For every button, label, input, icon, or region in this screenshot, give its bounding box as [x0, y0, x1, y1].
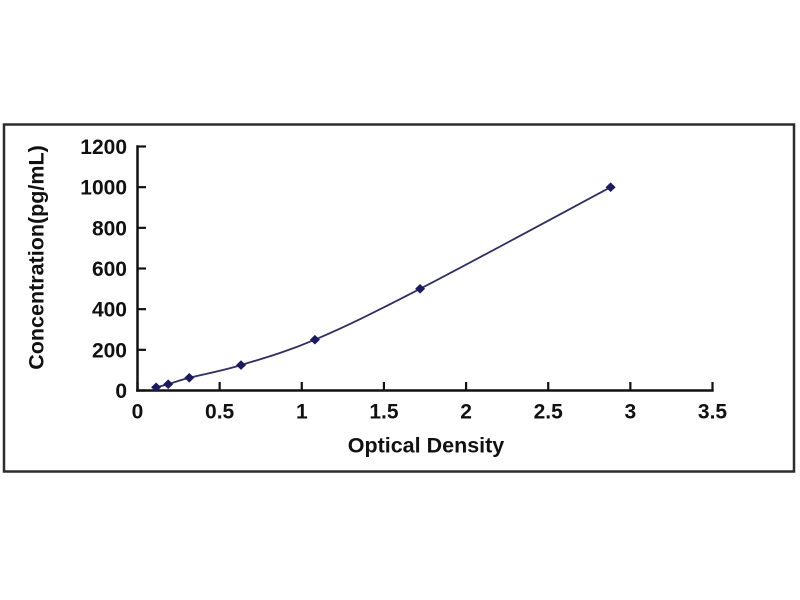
plot-frame — [2, 123, 796, 473]
data-point-marker — [236, 360, 246, 370]
data-point-marker — [415, 284, 426, 294]
x-axis-title: Optical Density — [348, 434, 505, 458]
x-tick-label: 1 — [296, 401, 308, 424]
x-tick-label: 3.5 — [698, 401, 728, 424]
y-tick-label: 600 — [92, 258, 127, 281]
y-axis-title: Concentration(pg/mL) — [25, 145, 49, 370]
series-layer — [151, 182, 616, 393]
data-point-marker — [163, 379, 174, 389]
axes-layer: 0 0.5 1 1.5 2 2.5 3 3.5 0 200 400 600 800 1000 1200 — [80, 136, 727, 424]
x-tick-label: 2.5 — [534, 401, 564, 424]
x-tick-label: 0 — [132, 401, 144, 424]
data-point-marker — [151, 382, 162, 393]
data-point-marker — [605, 182, 616, 192]
x-tick-label: 1.5 — [369, 401, 399, 424]
y-tick-label: 0 — [115, 380, 127, 403]
data-point-marker — [309, 334, 320, 345]
y-tick-label: 1200 — [80, 136, 127, 159]
y-tick-label: 1000 — [80, 177, 127, 200]
y-tick-label: 800 — [92, 217, 127, 240]
y-tick-label: 200 — [92, 339, 127, 362]
x-tick-label: 3 — [625, 401, 637, 424]
data-point-marker — [184, 373, 195, 383]
x-tick-label: 0.5 — [205, 401, 235, 424]
y-tick-label: 400 — [92, 299, 127, 322]
standard-curve-line — [155, 186, 612, 389]
x-tick-label: 2 — [460, 401, 472, 424]
